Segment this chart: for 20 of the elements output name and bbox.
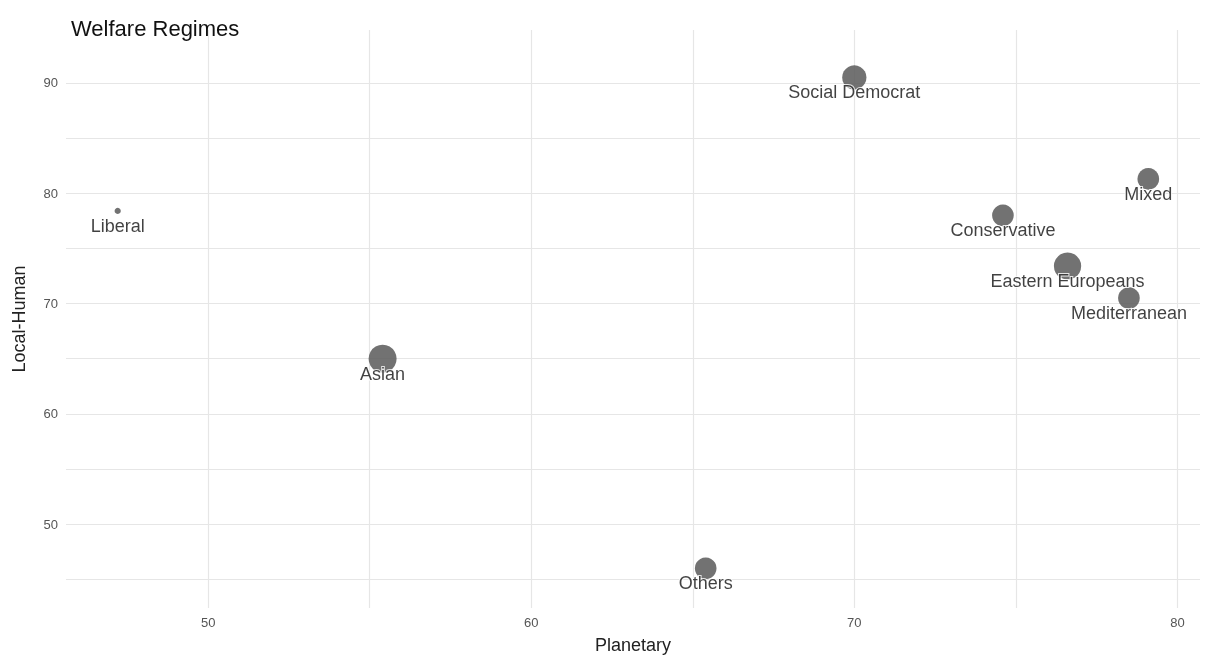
y-tick-label: 50 <box>43 516 58 532</box>
y-axis-title: Local-Human <box>9 265 29 373</box>
x-tick-label: 70 <box>847 615 862 630</box>
y-tick-label: 80 <box>43 185 58 201</box>
y-tick-label: 60 <box>43 406 58 422</box>
annotation: Asian <box>360 363 406 384</box>
annotation: Others <box>678 573 733 594</box>
y-tick-label: 90 <box>43 75 58 91</box>
annotation: Social Democrat <box>788 82 921 103</box>
annotation: Liberal <box>90 215 145 236</box>
annotation: Conservative <box>950 220 1056 241</box>
annotation: Eastern Europeans <box>990 271 1145 292</box>
annotation: Mixed <box>1124 183 1173 204</box>
chart-title: Welfare Regimes <box>71 15 240 41</box>
x-tick-label: 50 <box>200 615 216 630</box>
annotation: Mediterranean <box>1070 303 1187 324</box>
x-axis-title: Planetary <box>594 635 672 655</box>
x-tick-label: 60 <box>524 615 539 630</box>
y-tick-label: 70 <box>43 296 58 312</box>
x-tick-label: 80 <box>1170 615 1185 630</box>
